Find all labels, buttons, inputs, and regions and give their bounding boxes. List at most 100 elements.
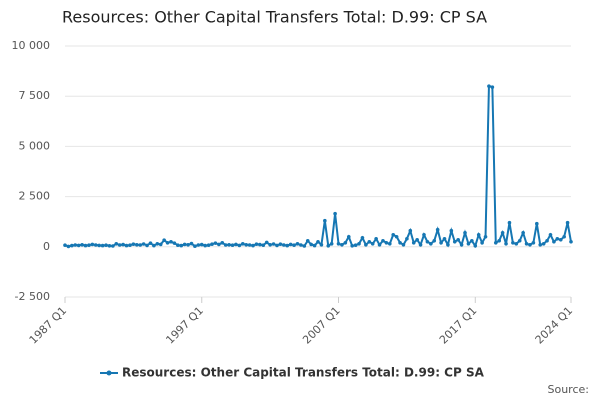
point [346, 234, 351, 239]
point [217, 242, 221, 247]
point [165, 240, 170, 245]
point [565, 220, 570, 225]
x-tick-label: 1987 Q1 [27, 304, 70, 347]
point [264, 240, 269, 245]
point [162, 238, 166, 242]
point [432, 238, 437, 243]
point [452, 239, 457, 244]
point [353, 243, 358, 247]
point [80, 242, 84, 247]
x-tick-label: 2007 Q1 [300, 304, 343, 347]
point [278, 242, 283, 246]
point [124, 243, 129, 248]
legend-label: Resources: Other Capital Transfers Total… [122, 366, 485, 380]
point [500, 230, 505, 235]
y-tick-label: 2 500 [19, 190, 51, 203]
point [418, 242, 423, 247]
point [203, 243, 207, 248]
point [169, 239, 173, 244]
point [268, 242, 272, 247]
point [186, 242, 190, 247]
point [189, 241, 194, 246]
source: Source: [548, 383, 590, 396]
point [73, 243, 78, 247]
point [466, 241, 471, 246]
x-tick-label: 1997 Q1 [163, 304, 206, 347]
point [230, 243, 235, 247]
legend-marker [106, 370, 112, 376]
point [323, 218, 327, 223]
x-tick-label: 2024 Q1 [533, 304, 576, 347]
point [333, 211, 337, 216]
point [223, 243, 228, 247]
point [524, 241, 529, 246]
y-tick-label: 0 [43, 240, 50, 253]
point [381, 238, 385, 243]
point [514, 241, 519, 246]
point [288, 242, 293, 247]
point [237, 243, 242, 248]
point [305, 238, 310, 243]
point [179, 243, 184, 248]
point [155, 241, 160, 246]
point [121, 242, 125, 247]
point [117, 243, 122, 247]
point [141, 242, 146, 246]
point [473, 243, 478, 248]
point [442, 236, 447, 241]
point [196, 243, 201, 247]
point [104, 243, 108, 247]
point [152, 243, 156, 248]
point [562, 234, 566, 239]
point [497, 238, 502, 243]
point [552, 239, 556, 244]
point [210, 242, 214, 246]
point [504, 241, 508, 246]
point [176, 243, 180, 247]
point [364, 242, 368, 247]
point [234, 242, 238, 247]
point [227, 242, 231, 247]
point [83, 243, 88, 248]
point [384, 240, 389, 245]
point [541, 241, 546, 246]
point [387, 241, 392, 246]
point [336, 241, 341, 246]
point [258, 242, 262, 247]
point [271, 242, 276, 246]
point [408, 228, 413, 233]
point [459, 242, 464, 247]
point [545, 238, 549, 243]
point [285, 243, 290, 248]
point [360, 235, 365, 240]
point [429, 241, 433, 246]
point [411, 240, 416, 245]
point [405, 236, 409, 241]
point [275, 243, 279, 248]
point [282, 243, 286, 247]
point [446, 242, 450, 247]
point [312, 243, 317, 248]
point [87, 243, 91, 247]
point [511, 240, 515, 245]
point [487, 84, 491, 88]
point [247, 243, 252, 247]
point [131, 242, 136, 246]
point [394, 234, 399, 239]
point [535, 221, 539, 226]
point [299, 243, 303, 247]
point [107, 243, 112, 248]
point [100, 243, 105, 248]
y-tick-label: 7 500 [19, 89, 51, 102]
point [193, 244, 197, 248]
point [128, 243, 132, 247]
point [220, 240, 225, 245]
point [213, 241, 218, 245]
point [326, 243, 331, 248]
point [66, 244, 71, 249]
point [316, 239, 320, 244]
point [463, 230, 467, 235]
point [206, 243, 211, 247]
point [357, 241, 361, 246]
